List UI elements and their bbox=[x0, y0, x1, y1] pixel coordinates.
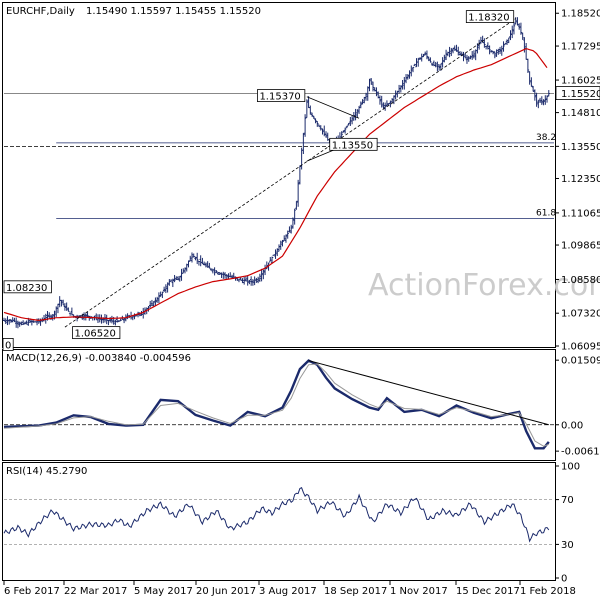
price-annotation: 1.08230 bbox=[6, 283, 47, 294]
trend-line bbox=[306, 96, 360, 119]
price-annotation: 1.18320 bbox=[468, 13, 509, 24]
rsi-axis-label: 30 bbox=[561, 540, 574, 551]
price-annotation-box bbox=[3, 280, 52, 294]
rsi-axis-label: 100 bbox=[561, 462, 580, 473]
price-annotation-box bbox=[329, 137, 378, 151]
price-axis-label: 1.07320 bbox=[561, 309, 600, 320]
price-title-ohlc: 1.15490 1.15597 1.15455 1.15520 bbox=[86, 6, 261, 17]
rsi-title: RSI(14) 45.2790 bbox=[6, 466, 87, 477]
x-axis-label: 1 Feb 2018 bbox=[520, 586, 576, 597]
current-price-tag bbox=[555, 86, 600, 100]
macd-axis-label: 0.015092 bbox=[561, 356, 600, 367]
price-plot: 38.2 61.8 1.18320 1.15370 1.13550 1.08230 1.06… bbox=[2, 10, 556, 351]
price-title-symbol: EURCHF,Daily bbox=[6, 6, 75, 17]
macd-axis-label: -0.006163 bbox=[561, 447, 600, 458]
x-axis-label: 6 Feb 2017 bbox=[4, 586, 60, 597]
price-axis-label: 1.09865 bbox=[561, 241, 600, 252]
price-panel-frame bbox=[2, 2, 556, 348]
axes: 1.18520 1.17295 1.16025 1.14810 1.13550 1.123… bbox=[3, 9, 600, 597]
rsi-axis-label: 70 bbox=[561, 495, 574, 506]
x-axis-label: 5 May 2017 bbox=[134, 586, 193, 597]
x-axis-label: 15 Dec 2017 bbox=[456, 586, 520, 597]
price-annotation: 1.06520 bbox=[75, 329, 116, 340]
rsi-line bbox=[3, 487, 550, 543]
price-axis-label: 1.13550 bbox=[561, 142, 600, 153]
price-annotation-box bbox=[465, 10, 515, 23]
price-annotation-box bbox=[2, 338, 14, 351]
macd-plot bbox=[3, 359, 554, 450]
price-annotation: 0 bbox=[5, 340, 11, 351]
price-axis-label: 1.16025 bbox=[561, 76, 600, 87]
current-price-label: 1.15520 bbox=[561, 89, 600, 100]
price-axis-label: 1.18520 bbox=[561, 9, 600, 20]
rsi-panel-frame bbox=[2, 462, 556, 581]
x-axis-label: 20 Jun 2017 bbox=[196, 586, 256, 597]
price-axis-label: 1.08580 bbox=[561, 275, 600, 286]
price-annotation-box bbox=[257, 89, 306, 103]
price-axis-label: 1.12350 bbox=[561, 174, 600, 185]
x-axis-label: 3 Aug 2017 bbox=[259, 586, 317, 597]
price-annotation-box bbox=[72, 326, 121, 340]
price-axis-label: 1.17295 bbox=[561, 42, 600, 53]
macd-trend-line bbox=[308, 360, 549, 426]
price-axis-label: 1.14810 bbox=[561, 108, 600, 119]
rsi-axis-label: 0 bbox=[561, 574, 567, 585]
signal-line bbox=[3, 363, 549, 447]
x-axis-label: 18 Sep 2017 bbox=[324, 586, 387, 597]
price-axis-label: 1.11065 bbox=[561, 208, 600, 219]
trend-line bbox=[64, 18, 516, 328]
macd-axis-label: 0.00 bbox=[561, 420, 583, 431]
rsi-plot bbox=[3, 487, 554, 545]
price-axis-label: 1.06095 bbox=[561, 342, 600, 353]
moving-average-line bbox=[3, 47, 548, 322]
x-axis-label: 1 Nov 2017 bbox=[390, 586, 448, 597]
price-annotation: 1.13550 bbox=[332, 140, 373, 151]
fib-label: 38.2 bbox=[536, 133, 556, 143]
macd-panel-frame bbox=[2, 349, 556, 461]
price-annotation: 1.15370 bbox=[259, 92, 300, 103]
x-axis-label: 22 Mar 2017 bbox=[64, 586, 127, 597]
watermark: ActionForex.com bbox=[368, 268, 600, 303]
fib-label: 61.8 bbox=[536, 209, 556, 219]
macd-title: MACD(12,26,9) -0.003840 -0.004596 bbox=[6, 353, 191, 364]
macd-line bbox=[3, 359, 550, 450]
